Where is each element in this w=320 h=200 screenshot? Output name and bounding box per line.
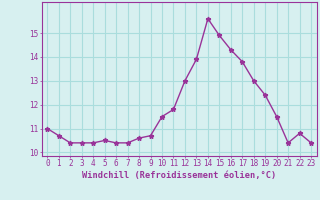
X-axis label: Windchill (Refroidissement éolien,°C): Windchill (Refroidissement éolien,°C)	[82, 171, 276, 180]
